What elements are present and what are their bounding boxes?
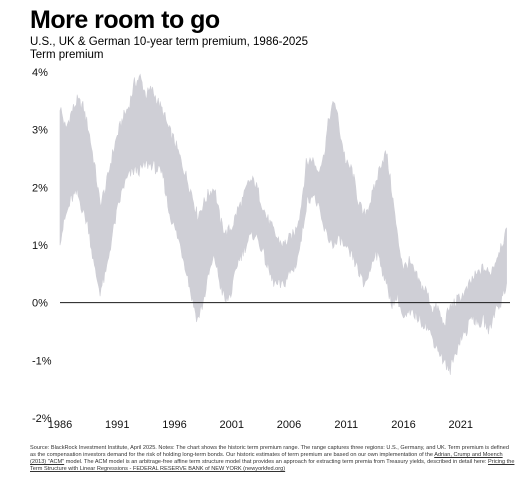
x-tick-label: 2016 bbox=[391, 419, 415, 431]
x-tick-label: 1986 bbox=[48, 419, 72, 431]
y-axis-label: Term premium bbox=[30, 49, 104, 61]
x-tick-label: 2021 bbox=[449, 419, 473, 431]
y-tick-label: 4% bbox=[32, 67, 48, 79]
x-tick-label: 2006 bbox=[277, 419, 301, 431]
x-axis-ticks: 1986 1991 1996 2001 2006 2011 2016 2021 bbox=[48, 419, 473, 431]
nyfed-link[interactable]: Pricing the Term Structure with Linear R… bbox=[30, 459, 515, 472]
y-tick-label: -1% bbox=[32, 355, 52, 367]
y-tick-label: 2% bbox=[32, 182, 48, 194]
term-premium-chart: 4% 3% 2% 1% 0% -1% -2% 1986 1991 1996 2001 2006 201… bbox=[32, 67, 510, 431]
term-premium-range-series bbox=[59, 73, 507, 375]
source-text: Source: BlackRock Investment Institute, … bbox=[30, 445, 509, 458]
chart-subtitle: U.S., UK & German 10-year term premium, … bbox=[30, 36, 309, 48]
x-tick-label: 2001 bbox=[220, 419, 244, 431]
source-note: Source: BlackRock Investment Institute, … bbox=[30, 445, 516, 473]
y-tick-label: -2% bbox=[32, 413, 52, 425]
x-tick-label: 1991 bbox=[105, 419, 129, 431]
y-axis-ticks: 4% 3% 2% 1% 0% -1% -2% bbox=[32, 67, 52, 425]
acm-model-link[interactable]: Adrian, Crump and Moench (2013) "ACM" bbox=[30, 452, 503, 465]
y-tick-label: 1% bbox=[32, 240, 48, 252]
term-premium-range-band bbox=[59, 73, 507, 375]
y-tick-label: 0% bbox=[32, 298, 48, 310]
source-text-2: model. The ACM model is an arbitrage-fre… bbox=[64, 459, 489, 465]
x-tick-label: 1996 bbox=[162, 419, 186, 431]
y-tick-label: 3% bbox=[32, 125, 48, 137]
x-tick-label: 2011 bbox=[334, 419, 358, 431]
chart-title: More room to go bbox=[30, 6, 220, 34]
